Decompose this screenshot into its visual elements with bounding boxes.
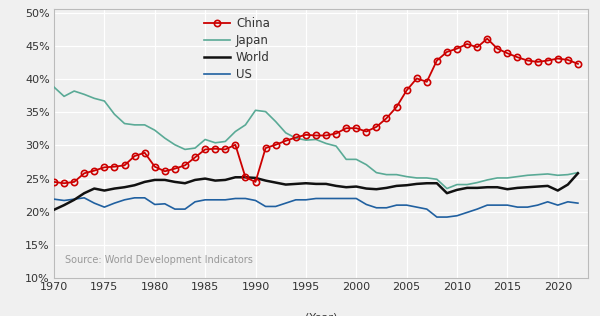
Japan bbox=[463, 183, 470, 186]
World bbox=[454, 188, 461, 192]
Japan bbox=[191, 146, 199, 150]
World bbox=[363, 187, 370, 191]
US bbox=[50, 197, 58, 201]
China bbox=[574, 62, 581, 66]
Japan bbox=[443, 187, 451, 191]
Japan bbox=[574, 171, 581, 174]
China bbox=[50, 180, 58, 184]
Line: China: China bbox=[51, 35, 581, 186]
China bbox=[373, 125, 380, 129]
US bbox=[433, 215, 440, 219]
Text: Source: World Development Indicators: Source: World Development Indicators bbox=[65, 255, 253, 265]
World bbox=[383, 186, 390, 190]
Japan bbox=[353, 157, 360, 161]
Text: (Year): (Year) bbox=[305, 313, 337, 316]
China bbox=[61, 181, 68, 185]
World bbox=[574, 171, 581, 175]
Line: World: World bbox=[54, 173, 578, 210]
US bbox=[403, 203, 410, 207]
Japan bbox=[524, 173, 531, 177]
US bbox=[373, 206, 380, 210]
Legend: China, Japan, World, US: China, Japan, World, US bbox=[204, 17, 270, 81]
China bbox=[403, 88, 410, 92]
Japan bbox=[363, 163, 370, 167]
China bbox=[363, 130, 370, 133]
US bbox=[473, 207, 481, 211]
Line: US: US bbox=[54, 198, 578, 217]
China bbox=[484, 37, 491, 40]
World bbox=[514, 186, 521, 190]
China bbox=[463, 42, 470, 46]
World bbox=[353, 185, 360, 188]
China bbox=[393, 105, 400, 109]
Japan bbox=[50, 85, 58, 89]
US bbox=[574, 201, 581, 205]
World bbox=[50, 208, 58, 212]
US bbox=[363, 203, 370, 206]
Line: Japan: Japan bbox=[54, 87, 578, 189]
US bbox=[393, 203, 400, 207]
Japan bbox=[383, 173, 390, 177]
China bbox=[202, 148, 209, 151]
World bbox=[191, 178, 199, 182]
US bbox=[80, 196, 88, 200]
US bbox=[202, 198, 209, 202]
